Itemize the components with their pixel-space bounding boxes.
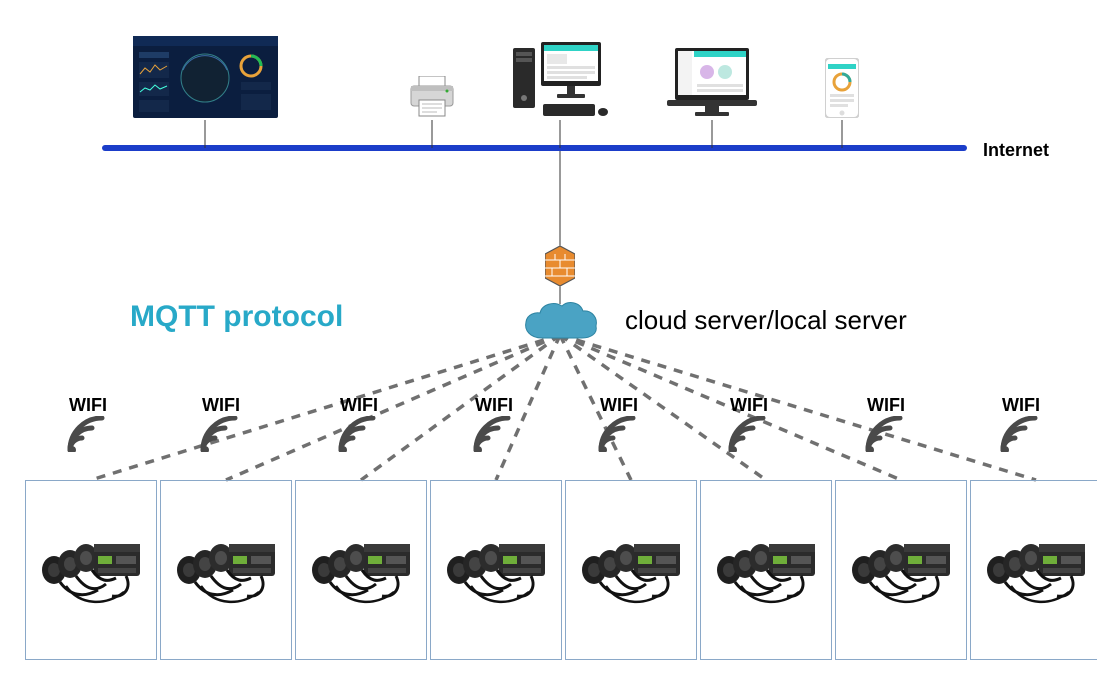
sensor-device-icon	[711, 530, 821, 610]
sensor-device-box	[430, 480, 562, 660]
wifi-icon	[727, 416, 771, 452]
wifi-node: WIFI	[199, 395, 243, 452]
sensor-device-icon	[441, 530, 551, 610]
wifi-label: WIFI	[66, 395, 110, 416]
wifi-node: WIFI	[727, 395, 771, 452]
wifi-icon	[199, 416, 243, 452]
wifi-label: WIFI	[727, 395, 771, 416]
wifi-label: WIFI	[337, 395, 381, 416]
wifi-icon	[337, 416, 381, 452]
sensor-device-box	[565, 480, 697, 660]
wifi-icon	[597, 416, 641, 452]
wifi-node: WIFI	[864, 395, 908, 452]
protocol-label: MQTT protocol	[130, 300, 343, 333]
smartphone-icon	[825, 58, 859, 118]
sensor-device-box	[970, 480, 1097, 660]
wifi-label: WIFI	[199, 395, 243, 416]
sensor-device-icon	[576, 530, 686, 610]
wifi-node: WIFI	[66, 395, 110, 452]
wifi-icon	[999, 416, 1043, 452]
wifi-node: WIFI	[597, 395, 641, 452]
wifi-node: WIFI	[999, 395, 1043, 452]
wifi-label: WIFI	[597, 395, 641, 416]
sensor-device-icon	[846, 530, 956, 610]
sensor-device-box	[295, 480, 427, 660]
sensor-device-icon	[171, 530, 281, 610]
server-label: cloud server/local server	[625, 305, 907, 335]
wifi-icon	[66, 416, 110, 452]
wifi-label: WIFI	[472, 395, 516, 416]
dashboard-display-icon	[133, 36, 278, 118]
wifi-icon	[472, 416, 516, 452]
wifi-label: WIFI	[864, 395, 908, 416]
sensor-device-icon	[36, 530, 146, 610]
sensor-device-icon	[306, 530, 416, 610]
sensor-device-box	[700, 480, 832, 660]
internet-label: Internet	[983, 140, 1049, 160]
cloud-icon	[520, 298, 600, 346]
sensor-device-icon	[981, 530, 1091, 610]
wifi-node: WIFI	[337, 395, 381, 452]
wifi-label: WIFI	[999, 395, 1043, 416]
sensor-device-box	[160, 480, 292, 660]
sensor-device-box	[835, 480, 967, 660]
printer-icon	[407, 76, 457, 118]
sensor-device-box	[25, 480, 157, 660]
firewall-icon	[545, 246, 575, 286]
wifi-icon	[864, 416, 908, 452]
laptop-icon	[667, 48, 757, 118]
wifi-node: WIFI	[472, 395, 516, 452]
desktop-pc-icon	[513, 40, 608, 118]
